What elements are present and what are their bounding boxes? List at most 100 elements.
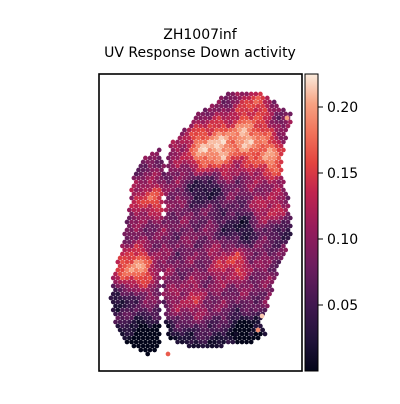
tissue-spot bbox=[129, 195, 134, 201]
tissue-spot bbox=[198, 131, 203, 137]
tissue-spot bbox=[147, 155, 153, 161]
tissue-spot bbox=[267, 171, 272, 177]
tissue-spot bbox=[156, 331, 162, 337]
tissue-spot bbox=[230, 259, 236, 265]
tissue-spot bbox=[255, 255, 261, 261]
tissue-spot bbox=[209, 263, 215, 269]
tissue-spot bbox=[149, 343, 155, 349]
tissue-spot bbox=[149, 191, 155, 197]
tissue-spot bbox=[214, 191, 220, 197]
tissue-spot bbox=[248, 147, 254, 153]
tissue-spot bbox=[214, 231, 220, 237]
tissue-spot bbox=[255, 111, 261, 117]
tissue-spot bbox=[198, 171, 203, 177]
tissue-spot bbox=[212, 163, 217, 169]
tissue-spot bbox=[269, 175, 275, 181]
tissue-spot bbox=[264, 111, 270, 117]
tissue-spot bbox=[140, 263, 146, 269]
tissue-spot bbox=[281, 219, 286, 225]
tissue-spot bbox=[274, 191, 279, 197]
tissue-spot bbox=[287, 231, 293, 237]
tissue-spot bbox=[278, 119, 284, 125]
tissue-spot bbox=[274, 255, 279, 261]
tissue-spot bbox=[161, 171, 167, 177]
tissue-spot bbox=[271, 259, 277, 265]
tissue-spot bbox=[235, 283, 240, 289]
tissue-spot bbox=[136, 167, 141, 173]
tissue-spot bbox=[241, 199, 247, 205]
tissue-spot bbox=[138, 259, 144, 265]
tissue-spot bbox=[239, 195, 245, 201]
tissue-spot bbox=[205, 167, 210, 173]
tissue-spot bbox=[189, 187, 194, 193]
tissue-spot bbox=[281, 203, 286, 209]
tissue-spot bbox=[244, 339, 249, 345]
tissue-spot bbox=[129, 307, 134, 313]
tissue-spot bbox=[237, 111, 243, 117]
tissue-spot bbox=[163, 287, 169, 293]
tissue-spot bbox=[255, 167, 261, 173]
tissue-spot bbox=[212, 315, 217, 321]
tissue-spot bbox=[235, 211, 240, 217]
tissue-spot bbox=[248, 315, 254, 321]
tissue-spot bbox=[140, 191, 146, 197]
tissue-spot bbox=[212, 283, 217, 289]
tissue-spot bbox=[129, 251, 134, 257]
tissue-spot bbox=[237, 223, 243, 229]
tissue-spot bbox=[276, 131, 282, 137]
tissue-spot bbox=[271, 115, 277, 121]
tissue-spot bbox=[163, 231, 169, 237]
tissue-spot bbox=[156, 323, 162, 329]
tissue-spot bbox=[184, 299, 190, 305]
tissue-spot bbox=[172, 151, 178, 157]
tissue-spot bbox=[145, 295, 151, 301]
tissue-spot bbox=[156, 315, 162, 321]
tissue-spot bbox=[239, 243, 245, 249]
tissue-spot bbox=[258, 275, 263, 281]
tissue-spot bbox=[200, 335, 206, 341]
tissue-spot bbox=[163, 223, 169, 229]
tissue-spot bbox=[182, 215, 187, 221]
tissue-spot bbox=[228, 167, 233, 173]
tissue-spot bbox=[126, 271, 132, 277]
tissue-spot bbox=[189, 203, 194, 209]
tissue-spot bbox=[212, 339, 217, 345]
tissue-spot bbox=[184, 211, 190, 217]
tissue-spot bbox=[228, 127, 233, 133]
tissue-spot bbox=[156, 307, 162, 313]
tissue-spot bbox=[179, 227, 185, 233]
colorbar-tick-label: 0.20 bbox=[327, 100, 358, 116]
tissue-spot bbox=[145, 327, 151, 333]
tissue-spot bbox=[177, 151, 183, 157]
tissue-spot bbox=[143, 347, 148, 353]
tissue-spot bbox=[189, 219, 194, 225]
tissue-spot bbox=[264, 167, 270, 173]
tissue-spot bbox=[168, 207, 174, 213]
tissue-spot bbox=[126, 247, 132, 253]
tissue-spot bbox=[262, 123, 268, 129]
tissue-spot bbox=[175, 315, 180, 321]
tissue-spot bbox=[154, 263, 160, 269]
tissue-spot bbox=[283, 247, 289, 253]
tissue-spot bbox=[223, 295, 229, 301]
tissue-spot bbox=[235, 123, 240, 129]
tissue-spot bbox=[230, 187, 236, 193]
tissue-spot bbox=[225, 323, 231, 329]
tissue-spot bbox=[267, 235, 272, 241]
tissue-spot bbox=[255, 303, 261, 309]
tissue-spot bbox=[278, 247, 284, 253]
tissue-spot bbox=[269, 271, 275, 277]
tissue-spot bbox=[260, 207, 266, 213]
tissue-spot bbox=[124, 243, 130, 249]
tissue-spot bbox=[172, 239, 178, 245]
tissue-spot bbox=[212, 235, 217, 241]
tissue-spot bbox=[287, 119, 293, 125]
tissue-spot bbox=[225, 267, 231, 273]
tissue-spot bbox=[214, 119, 220, 125]
tissue-spot bbox=[248, 251, 254, 257]
tissue-spot bbox=[175, 139, 180, 145]
tissue-spot bbox=[189, 323, 194, 329]
tissue-spot bbox=[255, 175, 261, 181]
tissue-spot bbox=[228, 335, 233, 341]
tissue-spot bbox=[177, 199, 183, 205]
